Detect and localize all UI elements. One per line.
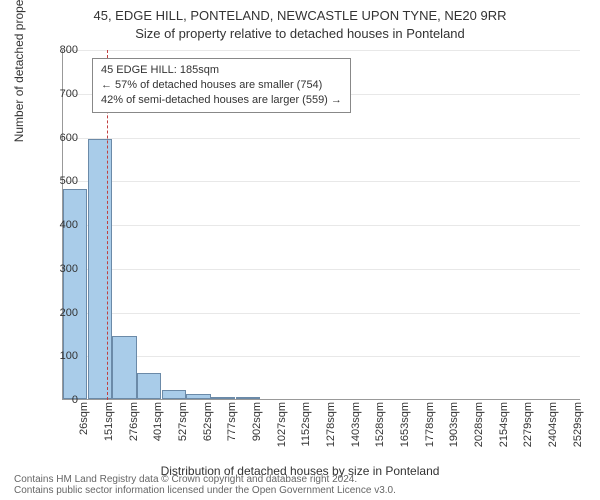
callout-box: 45 EDGE HILL: 185sqm ← 57% of detached h… [92,58,351,113]
x-tick-label: 777sqm [226,402,238,462]
x-tick-label: 1653sqm [399,402,411,462]
chart-title-main: 45, EDGE HILL, PONTELAND, NEWCASTLE UPON… [0,0,600,24]
x-tick-label: 2529sqm [572,402,584,462]
x-tick-label: 652sqm [202,402,214,462]
grid-line [63,181,580,182]
grid-line [63,356,580,357]
chart-plot-area: 45 EDGE HILL: 185sqm ← 57% of detached h… [62,50,580,400]
x-tick-label: 527sqm [177,402,189,462]
copyright-line-2: Contains public sector information licen… [14,485,396,496]
y-tick-label: 500 [38,175,78,187]
y-tick-label: 100 [38,350,78,362]
chart-title-sub: Size of property relative to detached ho… [0,24,600,41]
y-tick-label: 300 [38,263,78,275]
histogram-bar [236,397,260,399]
copyright-line-1: Contains HM Land Registry data © Crown c… [14,474,396,485]
x-tick-label: 2028sqm [473,402,485,462]
grid-line [63,313,580,314]
histogram-bar [186,394,210,399]
y-tick-label: 800 [38,44,78,56]
x-tick-label: 1152sqm [300,402,312,462]
x-tick-label: 902sqm [251,402,263,462]
histogram-bar [162,390,186,399]
x-tick-label: 2404sqm [547,402,559,462]
x-tick-label: 1403sqm [350,402,362,462]
x-tick-label: 276sqm [128,402,140,462]
x-tick-label: 1528sqm [374,402,386,462]
y-tick-label: 700 [38,88,78,100]
histogram-bar [88,139,112,399]
histogram-bar [112,336,136,399]
y-tick-label: 600 [38,132,78,144]
histogram-bar [137,373,161,399]
grid-line [63,225,580,226]
x-tick-label: 2154sqm [498,402,510,462]
copyright-text: Contains HM Land Registry data © Crown c… [14,474,396,496]
x-tick-label: 151sqm [103,402,115,462]
x-tick-label: 2279sqm [522,402,534,462]
y-tick-label: 200 [38,307,78,319]
grid-line [63,138,580,139]
y-tick-label: 0 [38,394,78,406]
y-tick-label: 400 [38,219,78,231]
grid-line [63,50,580,51]
x-tick-label: 1778sqm [424,402,436,462]
x-tick-label: 1903sqm [448,402,460,462]
histogram-bar [211,397,235,399]
callout-line-3: 42% of semi-detached houses are larger (… [101,93,342,108]
x-tick-label: 1027sqm [276,402,288,462]
callout-line-2: ← 57% of detached houses are smaller (75… [101,78,342,93]
x-tick-label: 26sqm [78,402,90,462]
x-tick-label: 1278sqm [325,402,337,462]
y-axis-label: Number of detached properties [12,0,26,142]
grid-line [63,269,580,270]
x-tick-label: 401sqm [152,402,164,462]
callout-line-1: 45 EDGE HILL: 185sqm [101,63,342,78]
